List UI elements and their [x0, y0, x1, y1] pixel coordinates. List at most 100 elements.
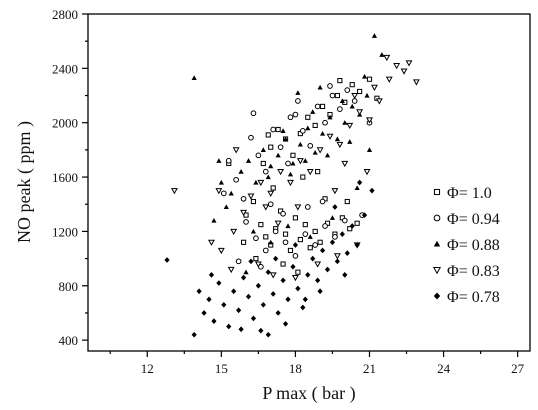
data-point [342, 120, 348, 125]
data-point [282, 239, 289, 246]
data-point [292, 253, 299, 259]
data-point [305, 114, 311, 120]
data-point [366, 76, 373, 82]
data-point [248, 134, 254, 141]
data-point [307, 234, 313, 239]
data-point [232, 147, 240, 154]
data-point [320, 103, 326, 109]
data-point [292, 215, 298, 221]
data-point [317, 239, 323, 245]
legend-label: Φ= 0.88 [447, 237, 500, 254]
data-point [374, 95, 380, 101]
data-point [265, 269, 271, 276]
data-point [218, 179, 224, 185]
data-point [333, 253, 341, 260]
data-point [305, 125, 311, 131]
data-point [226, 323, 232, 330]
data-point [347, 139, 353, 144]
data-point [191, 75, 197, 80]
data-point [400, 68, 408, 75]
data-point [225, 157, 232, 164]
data-point [238, 169, 244, 174]
data-point [290, 160, 296, 166]
y-tick-label: 800 [59, 279, 79, 294]
data-point [344, 250, 350, 257]
data-point [339, 231, 345, 237]
data-point [267, 201, 274, 208]
data-point [302, 222, 308, 228]
data-points [164, 33, 420, 338]
data-point [245, 293, 252, 300]
data-point [351, 92, 359, 100]
data-point [347, 226, 353, 232]
data-point [322, 119, 328, 126]
data-point [302, 158, 308, 163]
data-point [341, 160, 349, 168]
data-point [393, 63, 401, 70]
data-point [285, 296, 291, 303]
data-point [329, 239, 336, 246]
data-point [265, 331, 271, 338]
data-point [201, 310, 207, 316]
data-point [285, 160, 291, 167]
data-point [336, 141, 344, 149]
data-point [306, 169, 314, 176]
data-point [272, 228, 279, 235]
data-point [240, 209, 248, 217]
data-point [270, 185, 276, 191]
data-point [312, 228, 318, 234]
data-point [295, 269, 301, 275]
legend: Φ= 1.0 Φ= 0.94 Φ= 0.88 Φ= 0.83 Φ= 0.78 [432, 185, 500, 306]
legend-label: Φ= 1.0 [447, 185, 492, 202]
axis-ticks [82, 13, 519, 357]
data-point [236, 307, 242, 314]
data-point [206, 296, 212, 303]
data-point [366, 147, 373, 152]
data-point [282, 136, 289, 142]
data-point [349, 103, 355, 109]
legend-marker [433, 292, 441, 300]
data-point [319, 130, 326, 136]
x-tick-label: 27 [511, 361, 525, 376]
y-tick-label: 2800 [52, 7, 78, 22]
data-point [164, 257, 170, 263]
data-point [334, 258, 340, 265]
data-point [290, 152, 296, 158]
x-tick-label: 18 [289, 361, 302, 376]
data-point [216, 158, 222, 163]
data-point [260, 160, 266, 167]
data-point [250, 315, 257, 322]
data-point [319, 198, 326, 205]
data-point [262, 168, 269, 175]
data-point [230, 228, 238, 236]
data-point [319, 247, 326, 254]
data-point [349, 82, 355, 88]
data-point [375, 98, 383, 105]
y-axis-tick-labels: 400 800 1200 1600 2000 2400 2800 [52, 7, 78, 348]
data-point [357, 88, 363, 95]
data-point [316, 147, 324, 154]
x-axis-title: P max ( bar ) [262, 383, 355, 404]
data-point [307, 142, 314, 149]
data-point [211, 217, 217, 223]
data-point [282, 231, 289, 237]
data-point [351, 98, 358, 104]
data-point [314, 261, 322, 268]
data-point [312, 242, 319, 248]
data-point [243, 219, 249, 225]
x-tick-label: 15 [215, 361, 228, 376]
data-point [223, 204, 229, 210]
data-point [369, 187, 375, 194]
data-point [235, 258, 242, 265]
data-point [208, 272, 215, 278]
data-point [240, 239, 247, 245]
legend-label: Φ= 0.78 [447, 289, 500, 306]
data-point [170, 188, 178, 195]
data-point [295, 90, 301, 95]
data-point [265, 132, 271, 138]
legend-entry: Φ= 0.88 [433, 237, 500, 254]
data-point [295, 98, 301, 104]
data-point [312, 150, 318, 155]
data-point [315, 277, 321, 284]
data-point [248, 258, 254, 265]
